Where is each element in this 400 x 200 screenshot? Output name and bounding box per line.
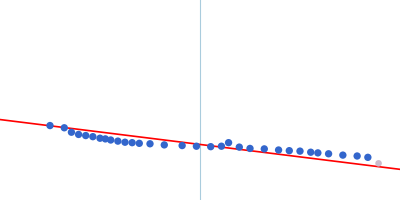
Point xyxy=(261,147,268,150)
Point xyxy=(136,142,142,145)
Point xyxy=(225,141,232,144)
Point xyxy=(236,146,242,149)
Point xyxy=(308,151,314,154)
Point xyxy=(365,156,371,159)
Point xyxy=(47,124,53,127)
Point xyxy=(122,141,128,144)
Point xyxy=(375,162,382,165)
Point xyxy=(108,138,114,142)
Point xyxy=(61,126,68,129)
Point xyxy=(82,134,89,137)
Point xyxy=(275,148,282,152)
Point xyxy=(218,145,225,148)
Point xyxy=(147,142,153,145)
Point xyxy=(286,149,292,152)
Point xyxy=(115,140,121,143)
Point xyxy=(102,137,108,140)
Point xyxy=(68,131,75,134)
Point xyxy=(193,145,200,148)
Point xyxy=(90,135,96,138)
Point xyxy=(179,144,185,147)
Point xyxy=(75,133,82,136)
Point xyxy=(97,137,103,140)
Point xyxy=(208,145,214,148)
Point xyxy=(354,154,360,158)
Point xyxy=(161,143,168,146)
Point xyxy=(247,147,253,150)
Point xyxy=(129,141,135,144)
Point xyxy=(315,151,321,154)
Point xyxy=(340,154,346,157)
Point xyxy=(297,150,303,153)
Point xyxy=(325,152,332,155)
